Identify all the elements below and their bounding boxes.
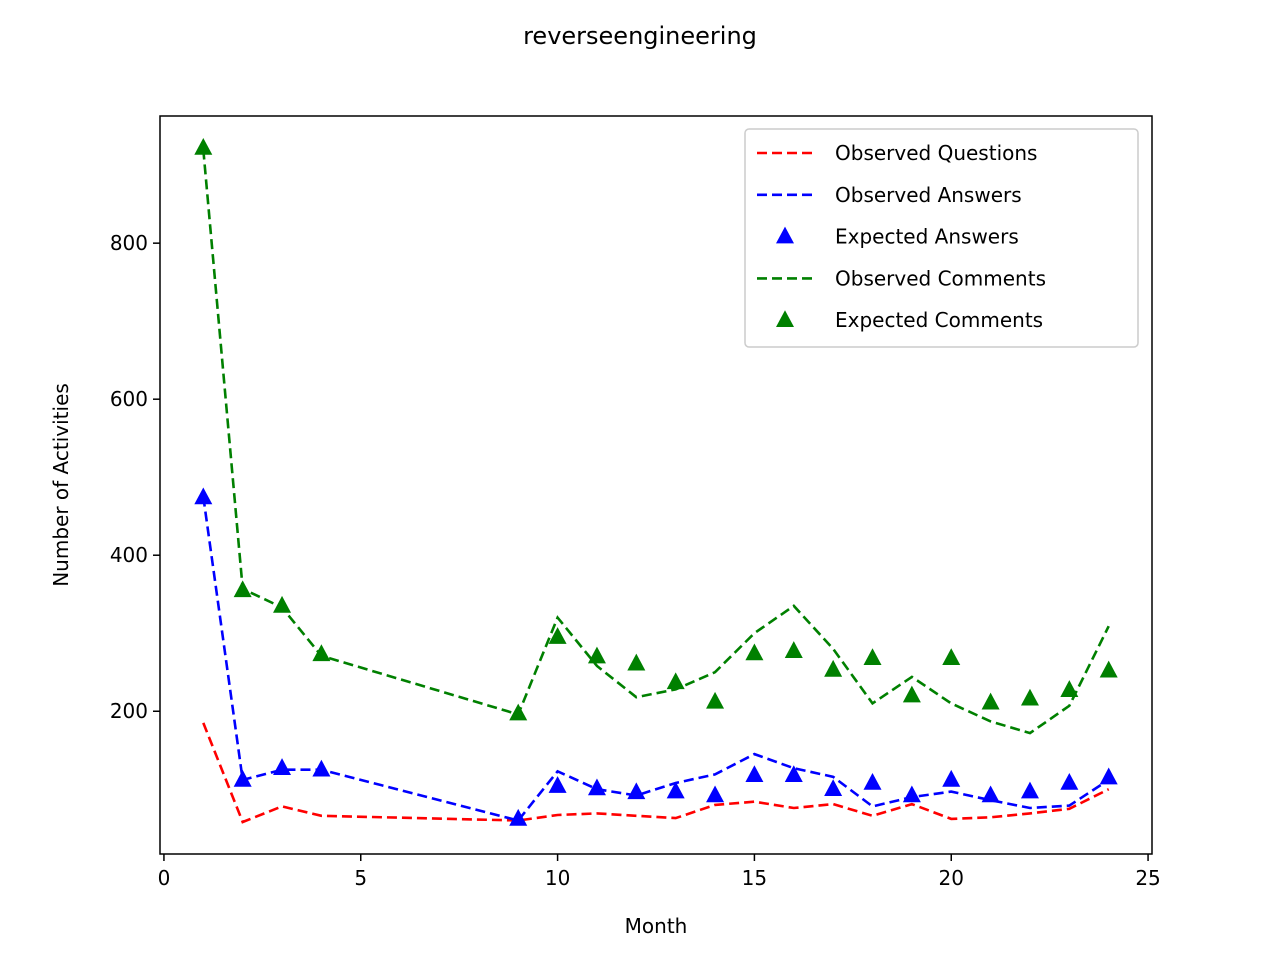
plot-area: [194, 137, 1118, 826]
data-point: [745, 765, 764, 783]
legend-label: Observed Comments: [835, 266, 1046, 290]
legend-swatch: [776, 226, 794, 244]
x-tick-label: 25: [1135, 866, 1160, 890]
y-axis: 200 400 600 800: [110, 231, 160, 723]
data-point: [273, 595, 292, 613]
data-point: [233, 769, 252, 787]
data-point: [627, 782, 646, 800]
y-tick-label: 600: [110, 387, 148, 411]
data-point: [548, 627, 567, 644]
legend: Observed Questions Observed Answers Expect…: [744, 128, 1139, 348]
data-point: [666, 672, 685, 690]
data-point: [194, 137, 213, 155]
data-point: [902, 685, 921, 703]
data-point: [1060, 773, 1079, 790]
data-point: [1060, 680, 1079, 697]
data-point: [706, 691, 725, 709]
data-point: [312, 759, 331, 777]
data-point: [587, 646, 606, 664]
legend-item-observed-answers: Observed Answers: [757, 183, 1022, 207]
series-observed-comments: [202, 149, 1110, 735]
legend-label: Observed Answers: [835, 183, 1022, 207]
data-point: [942, 648, 961, 665]
x-axis: 0 5 10 15 20 25: [158, 854, 1161, 890]
data-point: [194, 487, 213, 505]
data-point: [509, 808, 528, 826]
data-point: [784, 641, 803, 658]
chart-title: reverseengineering: [523, 22, 757, 50]
series-observed-answers: [202, 496, 1110, 822]
legend-label: Expected Answers: [835, 225, 1019, 249]
data-point: [981, 785, 1000, 803]
data-point: [1020, 688, 1039, 706]
data-point: [587, 778, 606, 796]
data-point: [233, 580, 252, 598]
x-tick-label: 10: [545, 866, 570, 890]
x-axis-label: Month: [625, 914, 688, 938]
data-point: [745, 643, 764, 661]
legend-item-observed-questions: Observed Questions: [757, 141, 1037, 165]
y-tick-label: 800: [110, 231, 148, 255]
data-point: [824, 659, 843, 677]
data-point: [784, 765, 803, 783]
data-point: [509, 703, 528, 721]
series-line: [202, 496, 1110, 822]
data-point: [273, 758, 292, 775]
plot-frame: [159, 115, 1153, 855]
data-point: [863, 648, 882, 665]
x-tick-label: 0: [158, 866, 171, 890]
series-expected-answers: [194, 487, 1118, 826]
legend-item-expected-answers: Expected Answers: [776, 225, 1019, 249]
x-tick-label: 20: [939, 866, 964, 890]
legend-item-observed-comments: Observed Comments: [757, 266, 1046, 290]
x-tick-label: 5: [354, 866, 367, 890]
y-axis-label: Number of Activities: [49, 383, 73, 587]
y-tick-label: 400: [110, 543, 148, 567]
data-point: [824, 779, 843, 797]
series-observed-questions: [202, 722, 1110, 824]
x-tick-label: 15: [742, 866, 767, 890]
legend-swatch: [776, 310, 794, 327]
data-point: [312, 644, 331, 662]
series-line: [202, 149, 1110, 735]
series-expected-comments: [194, 137, 1118, 721]
series-line: [202, 722, 1110, 824]
y-tick-label: 200: [110, 699, 148, 723]
data-point: [942, 769, 961, 787]
legend-item-expected-comments: Expected Comments: [776, 308, 1043, 332]
data-point: [627, 653, 646, 671]
data-point: [666, 781, 685, 799]
data-point: [548, 776, 567, 793]
legend-label: Observed Questions: [835, 141, 1037, 165]
data-point: [863, 773, 882, 790]
legend-label: Expected Comments: [835, 308, 1043, 332]
legend-box: [744, 128, 1139, 348]
data-point: [981, 692, 1000, 710]
data-point: [1099, 767, 1118, 785]
data-point: [1099, 660, 1118, 678]
data-point: [902, 785, 921, 803]
data-point: [1020, 781, 1039, 799]
data-point: [706, 785, 725, 803]
